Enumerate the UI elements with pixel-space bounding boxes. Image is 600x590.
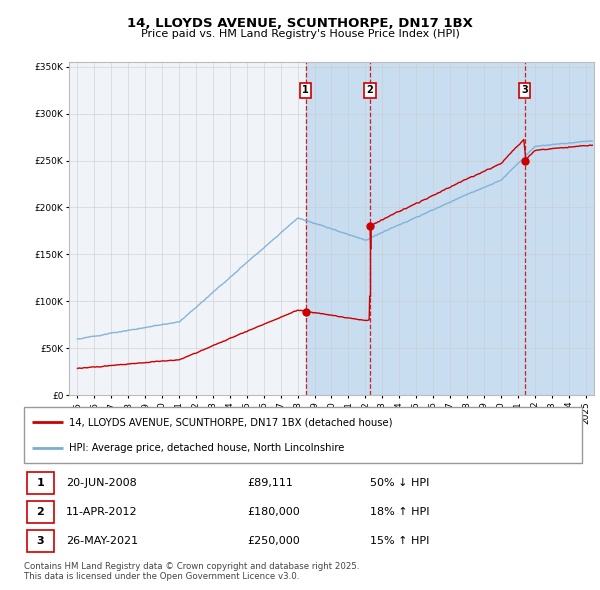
Bar — [370, 62, 524, 395]
Text: 18% ↑ HPI: 18% ↑ HPI — [370, 507, 430, 517]
Bar — [524, 62, 594, 395]
Text: 2: 2 — [367, 85, 373, 95]
Text: 3: 3 — [521, 85, 528, 95]
Text: £250,000: £250,000 — [247, 536, 300, 546]
FancyBboxPatch shape — [27, 501, 53, 523]
Bar — [305, 62, 370, 395]
Text: 14, LLOYDS AVENUE, SCUNTHORPE, DN17 1BX (detached house): 14, LLOYDS AVENUE, SCUNTHORPE, DN17 1BX … — [68, 417, 392, 427]
Text: 50% ↓ HPI: 50% ↓ HPI — [370, 477, 430, 487]
FancyBboxPatch shape — [27, 530, 53, 552]
Text: £180,000: £180,000 — [247, 507, 300, 517]
Text: 14, LLOYDS AVENUE, SCUNTHORPE, DN17 1BX: 14, LLOYDS AVENUE, SCUNTHORPE, DN17 1BX — [127, 17, 473, 30]
Text: 1: 1 — [302, 85, 309, 95]
Text: 26-MAY-2021: 26-MAY-2021 — [66, 536, 138, 546]
Text: 20-JUN-2008: 20-JUN-2008 — [66, 477, 137, 487]
Text: 15% ↑ HPI: 15% ↑ HPI — [370, 536, 430, 546]
Text: Price paid vs. HM Land Registry's House Price Index (HPI): Price paid vs. HM Land Registry's House … — [140, 29, 460, 38]
Text: 3: 3 — [37, 536, 44, 546]
Text: HPI: Average price, detached house, North Lincolnshire: HPI: Average price, detached house, Nort… — [68, 443, 344, 453]
Text: 1: 1 — [37, 477, 44, 487]
Text: Contains HM Land Registry data © Crown copyright and database right 2025.
This d: Contains HM Land Registry data © Crown c… — [24, 562, 359, 581]
Text: 2: 2 — [37, 507, 44, 517]
Text: £89,111: £89,111 — [247, 477, 293, 487]
FancyBboxPatch shape — [24, 407, 582, 463]
FancyBboxPatch shape — [27, 471, 53, 493]
Text: 11-APR-2012: 11-APR-2012 — [66, 507, 137, 517]
